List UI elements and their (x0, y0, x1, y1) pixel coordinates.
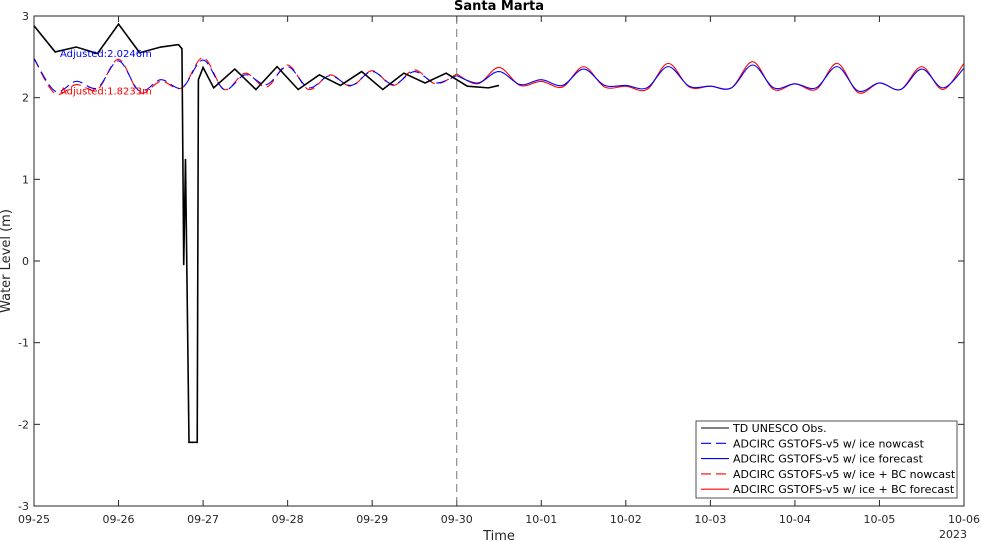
x-tick-label: 10-05 (863, 513, 895, 526)
x-tick-label: 10-01 (525, 513, 557, 526)
y-tick-label: 0 (22, 255, 29, 268)
x-axis-year-label: 2023 (939, 528, 967, 541)
y-tick-label: 1 (22, 173, 29, 186)
legend-label: ADCIRC GSTOFS-v5 w/ ice + BC nowcast (733, 468, 956, 481)
legend-items: TD UNESCO Obs. ADCIRC GSTOFS-v5 w/ ice no… (701, 422, 956, 496)
chart-title: Santa Marta (454, 0, 544, 14)
series-line-4 (456, 61, 965, 94)
legend-label: TD UNESCO Obs. (732, 422, 827, 435)
series-line-0 (33, 22, 500, 444)
x-tick-label: 09-27 (187, 513, 219, 526)
x-tick-label: 10-03 (694, 513, 726, 526)
adjusted-annotation: Adjusted:1.8233m (60, 87, 152, 98)
legend-label: ADCIRC GSTOFS-v5 w/ ice nowcast (733, 437, 925, 450)
y-axis-title: Water Level (m) (0, 209, 14, 313)
x-tick-label: 09-30 (441, 513, 473, 526)
legend-label: ADCIRC GSTOFS-v5 w/ ice + BC forecast (733, 483, 955, 496)
x-tick-label: 10-02 (610, 513, 642, 526)
x-tick-label: 09-25 (18, 513, 50, 526)
y-tick-label: 2 (22, 92, 29, 105)
x-axis-title: Time (482, 529, 515, 541)
x-tick-label: 09-28 (272, 513, 304, 526)
legend: TD UNESCO Obs. ADCIRC GSTOFS-v5 w/ ice no… (695, 420, 958, 499)
y-tick-label: 3 (22, 10, 29, 23)
x-tick-label: 10-04 (779, 513, 811, 526)
y-tick-label: -3 (18, 500, 29, 513)
tick-layer: 09-25 09-26 09-27 09-28 09-29 09-30 10-01 10-02… (18, 10, 980, 526)
y-tick-label: -1 (18, 337, 29, 350)
x-tick-label: 09-26 (103, 513, 135, 526)
plot-area-frame (33, 15, 965, 507)
legend-label: ADCIRC GSTOFS-v5 w/ ice forecast (733, 453, 924, 466)
y-tick-label: -2 (18, 418, 29, 431)
legend-box (695, 420, 958, 499)
x-tick-label: 09-29 (356, 513, 388, 526)
series-line-1 (33, 58, 457, 93)
series-layer (33, 22, 965, 444)
annotation-layer: Adjusted:2.0246m Adjusted:1.8233m (60, 49, 152, 98)
series-line-2 (456, 64, 965, 93)
x-tick-label: 10-06 (948, 513, 980, 526)
adjusted-annotation: Adjusted:2.0246m (60, 49, 152, 60)
